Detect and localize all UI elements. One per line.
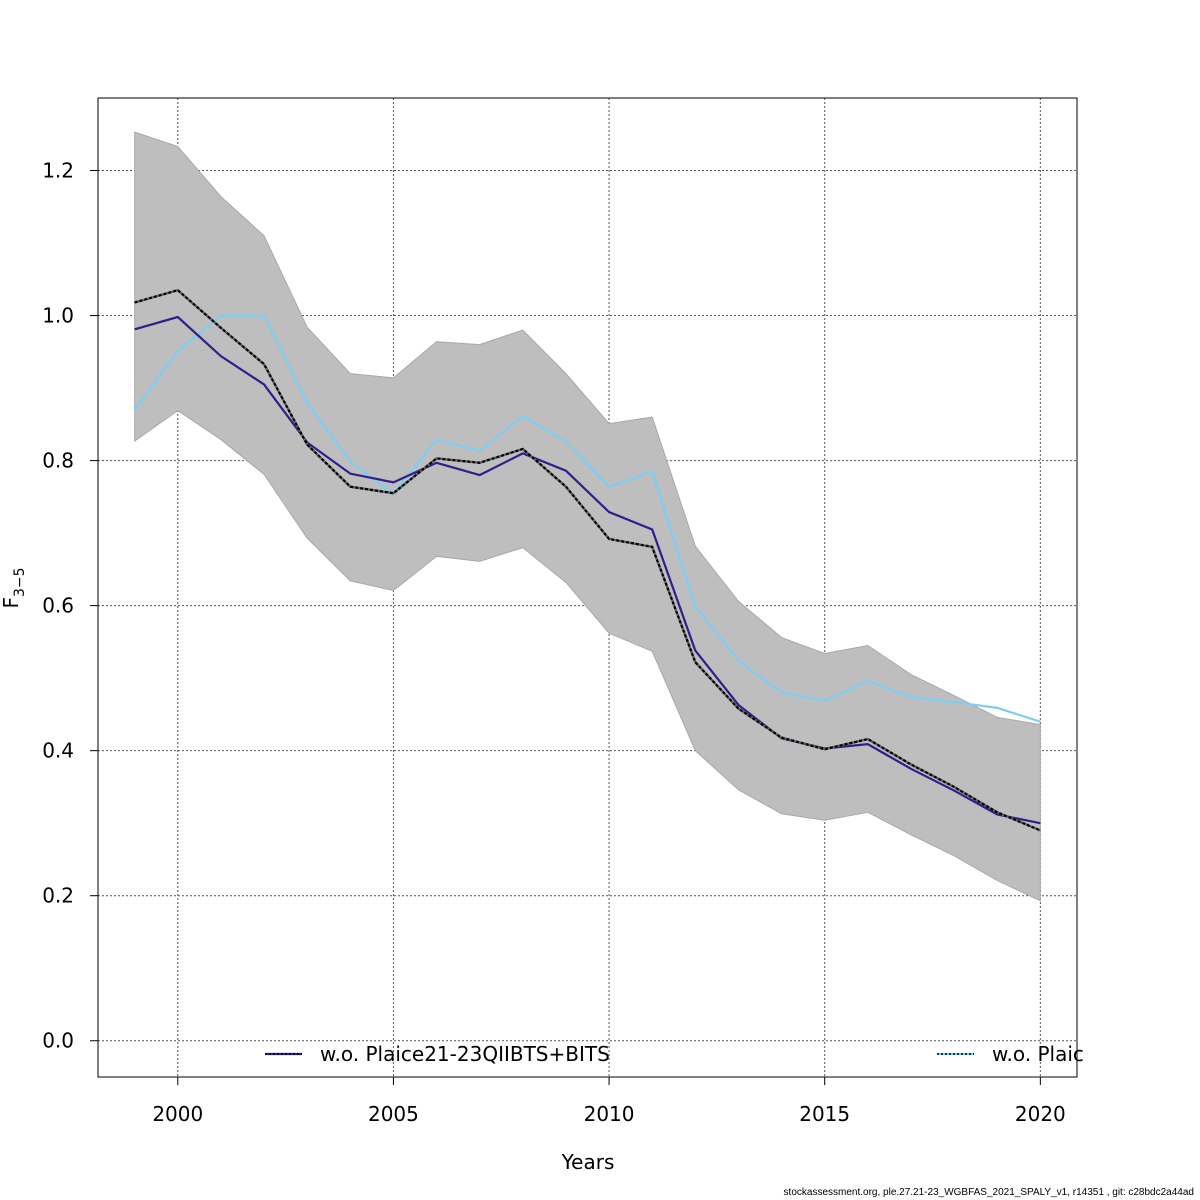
legend: w.o. Plaice21-23QIIBTS+BITS w.o. Plaic [265, 1042, 1084, 1066]
y-tick-label: 0.2 [42, 884, 74, 908]
x-axis-label: Years [561, 1150, 615, 1174]
legend-label: w.o. Plaic [992, 1042, 1084, 1066]
y-tick-label: 0.0 [42, 1029, 74, 1053]
series-line-wo_plaice_other [133, 314, 1041, 723]
y-tick-label: 0.8 [42, 449, 74, 473]
plot-border [97, 97, 1078, 1078]
y-tick-label: 0.6 [42, 594, 74, 618]
axes: 2000 2005 2010 2015 2020 0.0 0.2 0.4 0.6 0.8 1.0 1.… [42, 159, 1066, 1126]
x-tick-label: 2000 [152, 1102, 203, 1126]
y-axis-label-main: F [0, 597, 23, 609]
x-tick-label: 2005 [368, 1102, 419, 1126]
series-lines [133, 288, 1041, 832]
y-axis-label: F3−5 [0, 567, 28, 608]
legend-label: w.o. Plaice21-23QIIBTS+BITS [320, 1042, 610, 1066]
y-tick-label: 1.0 [42, 304, 74, 328]
footer-credit: stockassessment.org, ple.27.21-23_WGBFAS… [783, 1187, 1194, 1198]
x-tick-label: 2015 [799, 1102, 850, 1126]
x-tick-label: 2010 [584, 1102, 635, 1126]
confidence-band [134, 131, 1041, 902]
y-axis-label-sub: 3−5 [12, 567, 28, 597]
y-tick-label: 0.4 [42, 739, 74, 763]
x-tick-label: 2020 [1015, 1102, 1066, 1126]
y-tick-label: 1.2 [42, 159, 74, 183]
svg-text:F3−5: F3−5 [0, 567, 28, 608]
series-line-base-halo [134, 288, 1041, 832]
series-line-wo_plaice_qiibts_bits [134, 315, 1041, 825]
